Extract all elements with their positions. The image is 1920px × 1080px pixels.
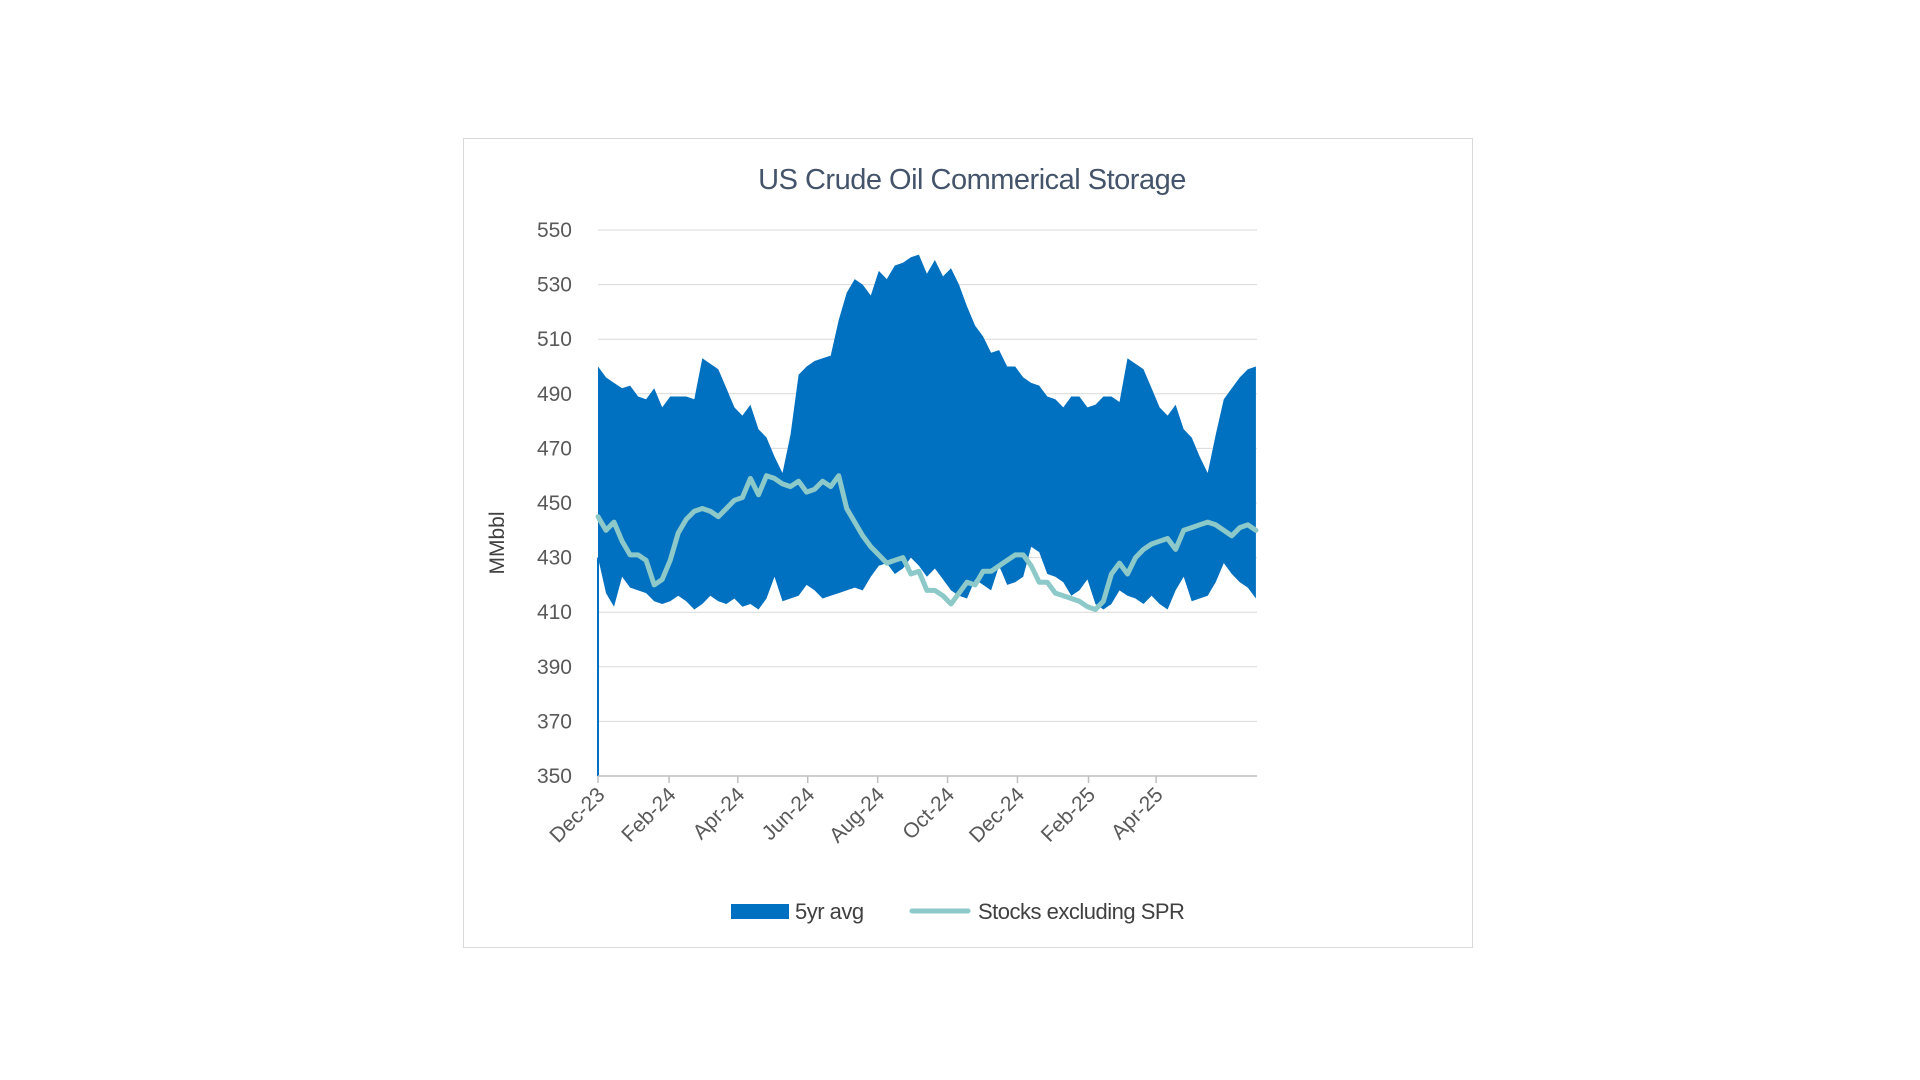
legend-item-stocks: Stocks excluding SPR (909, 899, 1185, 924)
y-tick-450: 450 (537, 492, 572, 515)
legend-label-5yr-avg: 5yr avg (795, 899, 864, 924)
y-tick-490: 490 (537, 383, 572, 406)
legend: 5yr avg Stocks excluding SPR (731, 899, 1185, 924)
x-tick-Apr-25: Apr-25 (1107, 783, 1168, 844)
line-layer (595, 473, 1259, 612)
legend-label-stocks: Stocks excluding SPR (978, 899, 1184, 924)
legend-swatch-band (731, 904, 789, 919)
y-tick-510: 510 (537, 328, 572, 351)
y-tick-labels: 350 370 390 410 430 450 470 490 510 530 550 (537, 219, 572, 788)
chart-title: US Crude Oil Commerical Storage (758, 164, 1186, 196)
y-tick-410: 410 (537, 601, 572, 624)
x-tick-Dec-23: Dec-23 (545, 783, 609, 847)
x-tick-Dec-24: Dec-24 (965, 783, 1029, 847)
x-tick-Oct-24: Oct-24 (898, 783, 959, 844)
y-tick-470: 470 (537, 437, 572, 460)
x-tick-labels: Dec-23 Feb-24 Apr-24 Jun-24 Aug-24 Oct-24 Dec-… (545, 783, 1167, 847)
y-tick-370: 370 (537, 710, 572, 733)
x-tick-Aug-24: Aug-24 (825, 783, 889, 847)
x-tick-Apr-24: Apr-24 (689, 783, 750, 844)
x-tick-Feb-25: Feb-25 (1037, 783, 1100, 846)
series-line-stocks (595, 473, 1259, 612)
chart-svg: US Crude Oil Commerical Storage 350 370 39… (486, 164, 1259, 924)
legend-item-5yr-avg: 5yr avg (731, 899, 864, 924)
band-area-5yr-avg (598, 254, 1256, 610)
x-tick-Feb-24: Feb-24 (617, 783, 681, 847)
x-tick-Jun-24: Jun-24 (758, 783, 820, 845)
chart-container: US Crude Oil Commerical Storage 350 370 39… (463, 138, 1473, 948)
band-layer (597, 254, 1256, 776)
y-axis-label: MMbbl (486, 511, 509, 574)
y-tick-430: 430 (537, 547, 572, 570)
y-tick-550: 550 (537, 219, 572, 242)
y-tick-350: 350 (537, 765, 572, 788)
axis-layer (597, 775, 1257, 783)
y-tick-530: 530 (537, 274, 572, 297)
y-tick-390: 390 (537, 656, 572, 679)
